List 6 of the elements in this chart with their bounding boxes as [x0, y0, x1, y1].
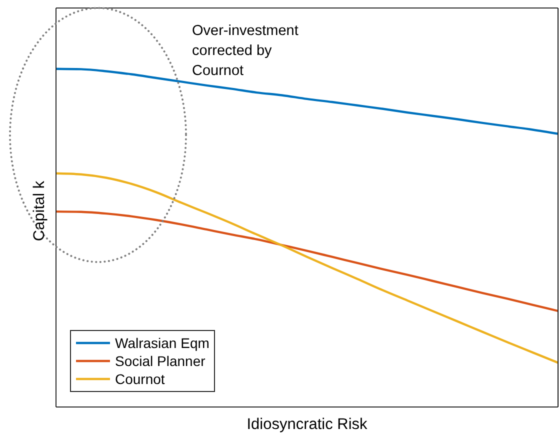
legend-label: Cournot	[115, 371, 165, 387]
x-axis-title: Idiosyncratic Risk	[246, 416, 368, 433]
y-axis-title: Capital k	[31, 180, 49, 242]
annotation: Over-investment corrected by Cournot	[192, 22, 300, 81]
legend-label: Social Planner	[115, 353, 206, 369]
legend-label: Walrasian Eqm	[115, 335, 210, 351]
